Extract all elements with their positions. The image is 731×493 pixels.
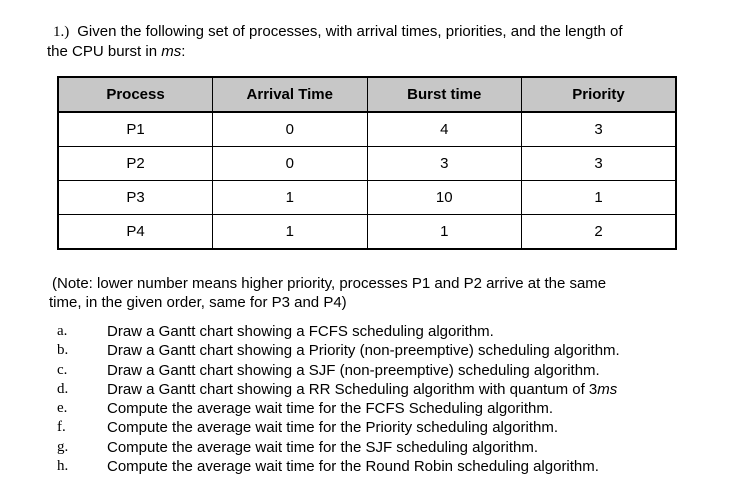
list-item-g: g. Compute the average wait time for the…: [57, 438, 620, 457]
list-marker: c.: [57, 361, 68, 378]
list-item-text: Compute the average wait time for the FC…: [107, 400, 554, 418]
cell-arrival-time: 0: [212, 146, 368, 181]
cell-arrival-time: 1: [212, 180, 368, 215]
column-header-process: Process: [57, 76, 213, 113]
list-item-text: Draw a Gantt chart showing a FCFS schedu…: [107, 323, 494, 340]
list-item-text: Compute the average wait time for the Ro…: [107, 458, 599, 476]
list-marker: a.: [57, 323, 68, 339]
cell-process: P3: [57, 180, 213, 215]
problem-statement: 1.) Given the following set of processes,…: [47, 22, 717, 61]
cell-priority: 3: [521, 111, 677, 147]
cell-priority: 3: [521, 146, 677, 181]
problem-statement-colon: :: [181, 43, 186, 60]
column-header-burst-time: Burst time: [366, 76, 522, 113]
cell-arrival-time: 1: [212, 214, 368, 250]
ms-italic: ms: [161, 43, 182, 60]
cell-burst-time: 4: [366, 111, 522, 147]
problem-statement-line1: Given the following set of processes, wi…: [77, 23, 623, 40]
cell-process: P4: [57, 214, 213, 250]
cell-burst-time: 1: [366, 214, 522, 250]
list-item-d: d. Draw a Gantt chart showing a RR Sched…: [57, 380, 620, 399]
list-item-text: Draw a Gantt chart showing a SJF (non-pr…: [107, 361, 600, 379]
table-header-row: Process Arrival Time Burst time Priority: [57, 76, 677, 113]
list-marker: g.: [57, 438, 69, 455]
column-header-arrival-time: Arrival Time: [212, 76, 368, 113]
list-marker: d.: [57, 380, 69, 397]
cell-process: P2: [57, 146, 213, 181]
note-paragraph: (Note: lower number means higher priorit…: [49, 274, 699, 312]
process-table: Process Arrival Time Burst time Priority…: [57, 76, 677, 250]
cell-burst-time: 3: [366, 146, 522, 181]
cell-process: P1: [57, 111, 213, 147]
list-item-text: Draw a Gantt chart showing a RR Scheduli…: [107, 380, 618, 398]
list-item-text: Compute the average wait time for the Pr…: [107, 419, 559, 437]
table-row: P1 0 4 3: [57, 111, 677, 147]
problem-number: 1.): [53, 24, 70, 40]
list-item-b: b. Draw a Gantt chart showing a Priority…: [57, 341, 620, 360]
table-row: P4 1 1 2: [57, 214, 677, 250]
list-item-a: a. Draw a Gantt chart showing a FCFS sch…: [57, 322, 620, 341]
table-row: P2 0 3 3: [57, 146, 677, 181]
list-marker: b.: [57, 342, 69, 359]
cell-arrival-time: 0: [212, 111, 368, 147]
question-list: a. Draw a Gantt chart showing a FCFS sch…: [57, 322, 620, 476]
list-item-h: h. Compute the average wait time for the…: [57, 457, 620, 476]
list-marker: h.: [57, 458, 69, 475]
note-line1: (Note: lower number means higher priorit…: [52, 275, 607, 292]
table-row: P3 1 10 1: [57, 180, 677, 215]
list-item-f: f. Compute the average wait time for the…: [57, 418, 620, 437]
cell-priority: 1: [521, 180, 677, 215]
list-item-text: Draw a Gantt chart showing a Priority (n…: [107, 342, 620, 360]
list-item-text: Compute the average wait time for the SJ…: [107, 438, 539, 456]
problem-statement-line2: the CPU burst in: [47, 43, 162, 60]
cell-burst-time: 10: [366, 180, 522, 215]
list-item-c: c. Draw a Gantt chart showing a SJF (non…: [57, 361, 620, 380]
cell-priority: 2: [521, 214, 677, 250]
list-item-e: e. Compute the average wait time for the…: [57, 399, 620, 418]
column-header-priority: Priority: [521, 76, 677, 113]
list-marker: e.: [57, 400, 68, 417]
note-line2: time, in the given order, same for P3 an…: [49, 294, 347, 311]
list-marker: f.: [57, 419, 66, 436]
